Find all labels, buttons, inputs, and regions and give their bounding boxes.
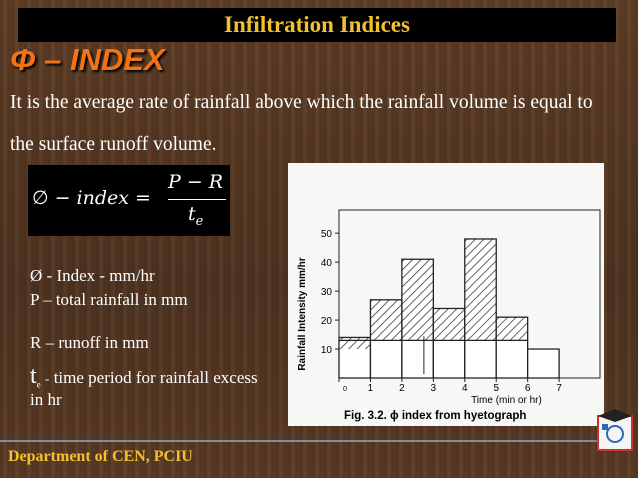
term-subscript: e — [36, 379, 41, 390]
hatch — [464, 238, 497, 341]
caption: Fig. 3.2. ϕ index from hyetograph — [344, 410, 526, 422]
figure: 10 20 30 40 50 0 1 2 3 4 5 6 7 Time (min or hr) Rainfa… — [288, 163, 604, 426]
footer-rule — [0, 440, 600, 442]
y-tick-label: 20 — [321, 316, 333, 327]
formula-numerator: 𝑃 − 𝑅 — [168, 171, 224, 193]
footer: Department of CEN, PCIU — [8, 448, 193, 465]
formula: ∅ − 𝑖𝑛𝑑𝑒𝑥 = 𝑃 − 𝑅 𝑡𝑒 — [28, 165, 230, 236]
denominator: 𝑡 — [188, 203, 196, 225]
term: Ø - Index - mm/hr — [30, 266, 155, 285]
bar — [527, 348, 560, 379]
term-text: time period for rainfall excess in hr — [30, 368, 258, 409]
x-axis-label: Time (min or hr) — [471, 395, 542, 406]
denominator-subscript: 𝑒 — [195, 213, 204, 229]
term-equals: = — [44, 376, 50, 385]
fraction-bar — [168, 199, 226, 200]
term: P – total rainfall in mm — [30, 290, 188, 309]
x-tick-label: 4 — [462, 383, 468, 394]
formula-denominator: 𝑡𝑒 — [188, 203, 203, 229]
y-tick-label: 10 — [321, 345, 333, 356]
term-symbol: t — [30, 363, 37, 389]
last-term: te = time period for rainfall excess in … — [30, 363, 260, 410]
hatch — [401, 259, 434, 341]
y-axis-label: Rainfall Intensity mm/hr — [297, 257, 308, 370]
x-tick-label: 3 — [431, 383, 437, 394]
hatch — [433, 308, 465, 341]
y-tick-label: 40 — [321, 258, 333, 269]
logo — [597, 409, 633, 451]
x-tick-label: 1 — [368, 383, 374, 394]
formula-lhs: ∅ − 𝑖𝑛𝑑𝑒𝑥 = — [32, 187, 151, 209]
x-tick-label: 2 — [399, 383, 405, 394]
hatch — [370, 299, 402, 341]
hyetograph: 10 20 30 40 50 0 1 2 3 4 5 6 7 Time (min or hr) Rainfa… — [297, 209, 601, 422]
hatch — [496, 317, 528, 341]
definition: It is the average rate of rainfall above… — [10, 92, 593, 155]
slide-title: Infiltration Indices — [18, 8, 616, 42]
heading: Φ – INDEX — [10, 42, 165, 77]
x-tick-label: 5 — [493, 383, 499, 394]
term: R – runoff in mm — [30, 333, 149, 352]
x-tick-label: 6 — [525, 383, 531, 394]
y-tick-label: 50 — [321, 229, 333, 240]
x-tick-label: 7 — [556, 383, 562, 394]
y-tick-label: 30 — [321, 287, 333, 298]
x-tick-label: 0 — [343, 386, 347, 393]
hatch — [339, 337, 371, 350]
